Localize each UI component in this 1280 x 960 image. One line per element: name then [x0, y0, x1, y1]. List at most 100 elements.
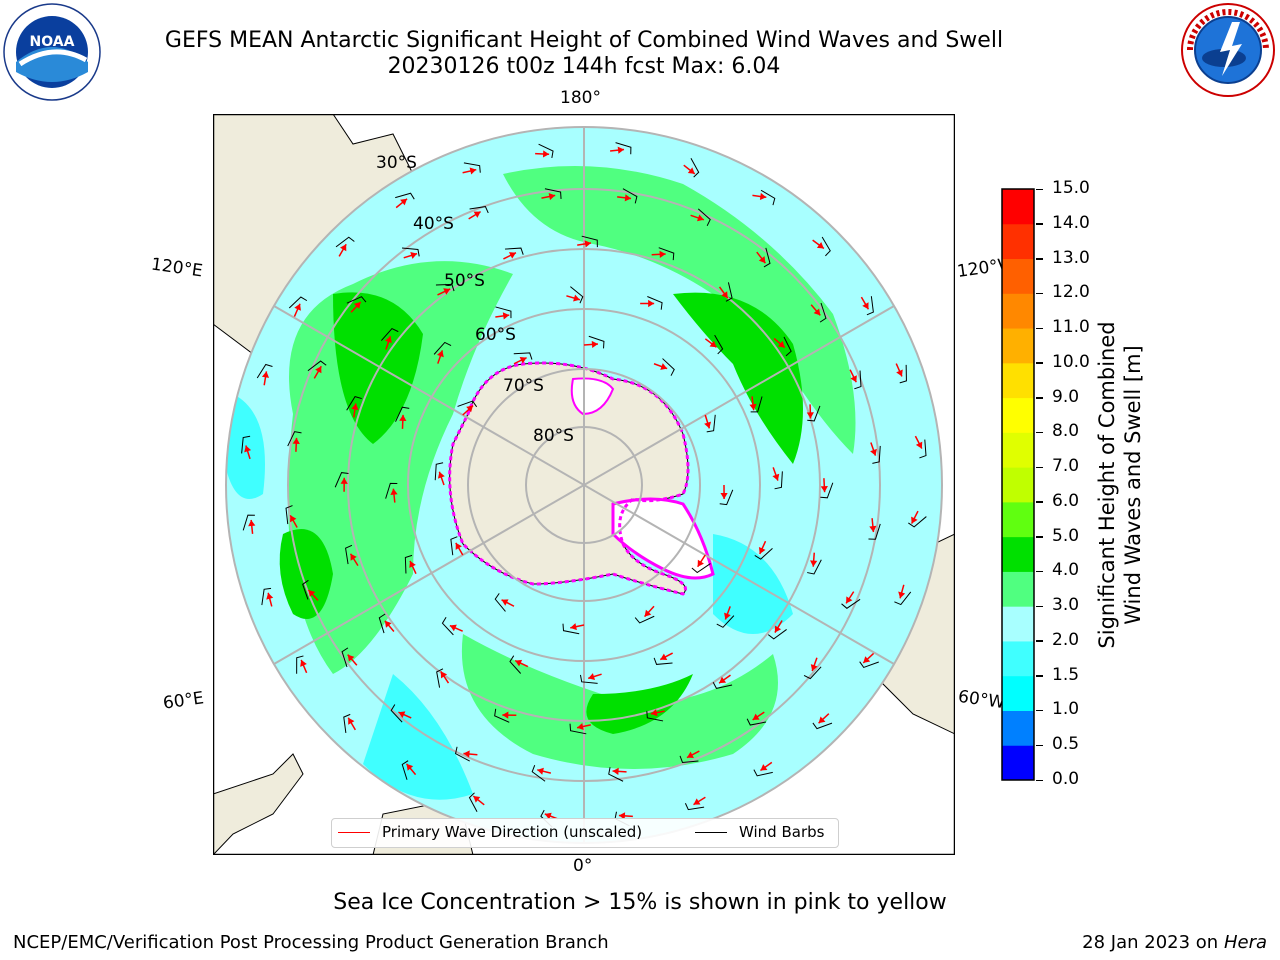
colorbar-tick-mark — [1036, 709, 1043, 712]
colorbar-band — [1002, 640, 1034, 677]
wind-barb — [919, 439, 927, 459]
wave-arrow-head — [508, 252, 516, 259]
wind-barb — [494, 593, 506, 612]
wind-barb — [261, 587, 272, 606]
wind-barb — [760, 189, 776, 206]
colorbar-tick-label: 12.0 — [1052, 282, 1090, 303]
wave-arrow-head — [537, 767, 544, 775]
colorbar-tick-mark — [1036, 188, 1043, 190]
wind-barb — [690, 158, 700, 178]
colorbar-tick-mark — [1036, 258, 1043, 260]
wave-direction-legend-label: Primary Wave Direction (unscaled) — [382, 823, 643, 841]
colorbar-band — [1002, 536, 1034, 572]
wind-barb — [697, 208, 711, 227]
wave-arrow-head — [398, 711, 406, 718]
lon-label-180: 180° — [560, 88, 601, 108]
wind-barb — [812, 722, 833, 730]
colorbar-band — [1002, 501, 1034, 538]
wind-barb — [504, 247, 524, 255]
wave-arrow-head — [659, 250, 666, 258]
wind-barb — [719, 489, 734, 506]
wave-arrow-head — [650, 709, 658, 717]
wind-barb — [346, 396, 362, 411]
colorbar-tick-mark — [1036, 744, 1043, 747]
wave-arrow-head — [340, 244, 347, 252]
lat-label-50s: 50°S — [444, 271, 485, 291]
wind-barb — [381, 327, 399, 341]
wave-arrow-head — [570, 623, 577, 631]
wind-barb — [763, 247, 771, 268]
wind-barb — [908, 516, 927, 528]
wave-arrow-head — [810, 560, 818, 567]
wind-barb — [450, 536, 458, 556]
colorbar-band — [1002, 571, 1034, 607]
wave-arrow-head — [437, 471, 445, 479]
colorbar-band — [1002, 223, 1034, 260]
wave-arrow-head — [348, 717, 355, 725]
map-panel — [212, 113, 956, 856]
wind-barb — [859, 661, 879, 669]
colorbar — [1001, 188, 1035, 781]
wind-barb — [531, 765, 546, 782]
wave-arrow-head — [399, 414, 407, 422]
wave-arrow-head — [315, 366, 322, 374]
wind-barb — [435, 283, 455, 292]
map-legend: Primary Wave Direction (unscaled) Wind B… — [331, 818, 839, 848]
wind-barb — [495, 306, 512, 319]
colorbar-tick-label: 6.0 — [1052, 490, 1080, 511]
colorbar-tick-label: 3.0 — [1052, 595, 1080, 616]
wind-barb — [287, 431, 302, 447]
wind-barb — [866, 296, 874, 316]
wind-barb — [307, 360, 327, 372]
wave-arrow-head — [810, 664, 818, 671]
nws-logo — [1181, 3, 1275, 97]
wind-barb — [454, 746, 470, 762]
colorbar-tick-mark — [1036, 640, 1043, 642]
wind-barb — [341, 647, 349, 668]
svg-text:NOAA: NOAA — [30, 34, 75, 50]
wind-barb — [783, 336, 792, 357]
wind-barb — [653, 657, 673, 665]
colorbar-tick-mark — [1036, 605, 1043, 608]
colorbar-band — [1002, 432, 1034, 468]
wave-direction-arrows — [244, 146, 923, 820]
wind-barb — [581, 235, 598, 248]
wave-arrow-head — [410, 251, 418, 259]
colorbar-band — [1002, 189, 1034, 225]
wave-arrow-head — [660, 363, 668, 370]
wind-barb — [544, 188, 562, 200]
wave-arrow-head — [548, 193, 556, 201]
footer-date: 28 Jan 2023 on Hera — [1082, 932, 1267, 953]
lat-label-80s: 80°S — [533, 426, 574, 446]
colorbar-band — [1002, 397, 1034, 433]
wind-barb — [395, 192, 415, 200]
wind-barb — [288, 296, 308, 309]
wave-arrow-head — [724, 612, 731, 620]
colorbar-band — [1002, 293, 1034, 329]
wave-arrow-head — [463, 750, 470, 758]
wind-barb — [579, 674, 598, 684]
wind-barb — [562, 623, 580, 635]
wave-arrow-head — [588, 673, 596, 681]
wind-barb — [241, 435, 251, 454]
footer-branch: NCEP/EMC/Verification Post Processing Pr… — [13, 932, 609, 953]
wave-arrow-head — [648, 299, 655, 308]
colorbar-tick-label: 9.0 — [1052, 386, 1080, 407]
wave-arrow-head — [660, 653, 668, 660]
wind-barb — [588, 335, 605, 349]
wind-barb — [807, 405, 821, 422]
wind-barb — [872, 445, 881, 464]
wind-barb — [746, 718, 767, 726]
wave-arrow-head — [777, 340, 785, 348]
wave-arrow-head — [752, 713, 760, 720]
wave-arrow-head — [440, 671, 448, 679]
wave-arrow-head — [584, 240, 592, 248]
wind-barb — [622, 188, 638, 204]
wind-barb-legend-swatch — [695, 832, 727, 833]
wind-barb — [854, 370, 862, 390]
wind-barb — [538, 143, 554, 159]
wind-barb-legend-label: Wind Barbs — [739, 823, 825, 841]
wave-arrow-head — [915, 441, 923, 449]
wind-barb — [899, 364, 907, 384]
wind-barb — [390, 704, 403, 723]
